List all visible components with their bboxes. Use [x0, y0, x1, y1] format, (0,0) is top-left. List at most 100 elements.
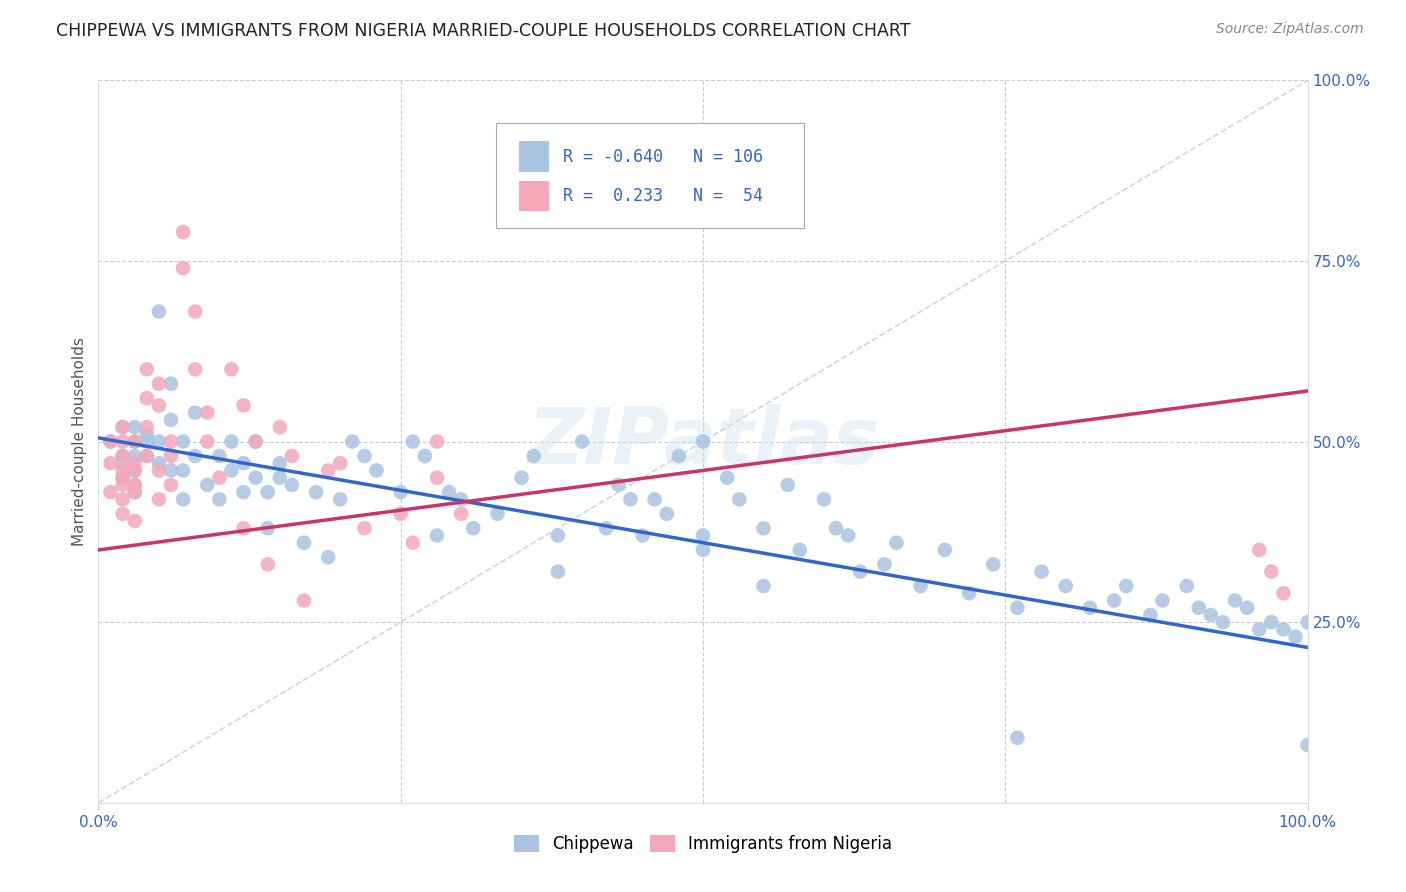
Point — [1007, 731, 1029, 745]
Point — [873, 558, 896, 572]
Point — [571, 434, 593, 449]
Point — [148, 376, 170, 391]
Point — [160, 478, 183, 492]
Point — [148, 304, 170, 318]
Point — [124, 420, 146, 434]
Point — [232, 521, 254, 535]
Point — [221, 362, 243, 376]
Point — [668, 449, 690, 463]
Point — [366, 463, 388, 477]
Point — [124, 434, 146, 449]
Point — [135, 391, 157, 405]
Point — [463, 521, 485, 535]
Point — [1272, 623, 1295, 637]
Point — [124, 449, 146, 463]
Point — [1078, 600, 1101, 615]
Point — [172, 225, 194, 239]
Point — [221, 434, 243, 449]
Point — [111, 463, 134, 477]
Text: CHIPPEWA VS IMMIGRANTS FROM NIGERIA MARRIED-COUPLE HOUSEHOLDS CORRELATION CHART: CHIPPEWA VS IMMIGRANTS FROM NIGERIA MARR… — [56, 22, 911, 40]
Point — [910, 579, 932, 593]
Point — [1031, 565, 1053, 579]
Point — [111, 478, 134, 492]
Point — [269, 456, 291, 470]
Point — [100, 434, 122, 449]
Point — [111, 434, 134, 449]
Point — [1199, 607, 1222, 622]
Point — [1272, 586, 1295, 600]
Point — [148, 492, 170, 507]
Point — [402, 434, 425, 449]
Point — [353, 449, 375, 463]
Point — [849, 565, 872, 579]
Point — [172, 261, 194, 276]
Point — [135, 362, 157, 376]
Point — [148, 434, 170, 449]
Point — [124, 485, 146, 500]
Point — [1102, 593, 1125, 607]
Point — [776, 478, 799, 492]
Point — [728, 492, 751, 507]
Point — [692, 434, 714, 449]
Point — [124, 478, 146, 492]
Point — [100, 485, 122, 500]
Point — [124, 463, 146, 477]
Point — [981, 558, 1004, 572]
Point — [1175, 579, 1198, 593]
Point — [208, 470, 231, 484]
Point — [245, 434, 267, 449]
Point — [160, 463, 183, 477]
Point — [1212, 615, 1234, 630]
Point — [256, 521, 278, 535]
Point — [160, 449, 183, 463]
Point — [184, 362, 207, 376]
Point — [305, 485, 328, 500]
Y-axis label: Married-couple Households: Married-couple Households — [72, 337, 87, 546]
Point — [886, 535, 908, 549]
Text: R = -0.640   N = 106: R = -0.640 N = 106 — [562, 148, 762, 166]
Point — [1249, 623, 1271, 637]
Point — [523, 449, 546, 463]
Point — [232, 485, 254, 500]
Point — [426, 528, 449, 542]
Point — [1284, 630, 1306, 644]
Point — [111, 507, 134, 521]
Point — [1223, 593, 1246, 607]
Point — [292, 535, 315, 549]
Point — [342, 434, 364, 449]
Point — [316, 550, 339, 565]
Point — [195, 434, 218, 449]
Point — [281, 478, 304, 492]
Point — [172, 434, 194, 449]
Point — [124, 463, 146, 477]
Point — [184, 304, 207, 318]
Point — [752, 521, 775, 535]
Point — [124, 434, 146, 449]
Point — [1188, 600, 1211, 615]
Point — [1296, 738, 1319, 752]
Point — [413, 449, 436, 463]
Point — [813, 492, 835, 507]
Point — [160, 413, 183, 427]
Point — [124, 478, 146, 492]
Point — [595, 521, 617, 535]
Point — [292, 593, 315, 607]
Point — [1139, 607, 1161, 622]
Point — [135, 427, 157, 442]
Point — [221, 463, 243, 477]
Point — [547, 565, 569, 579]
Point — [195, 406, 218, 420]
Point — [160, 434, 183, 449]
Point — [281, 449, 304, 463]
Point — [353, 521, 375, 535]
Point — [111, 470, 134, 484]
Point — [389, 507, 412, 521]
Point — [619, 492, 641, 507]
Point — [329, 492, 352, 507]
Point — [111, 420, 134, 434]
Point — [607, 478, 630, 492]
Point — [957, 586, 980, 600]
Point — [135, 434, 157, 449]
Point — [135, 449, 157, 463]
Point — [100, 456, 122, 470]
